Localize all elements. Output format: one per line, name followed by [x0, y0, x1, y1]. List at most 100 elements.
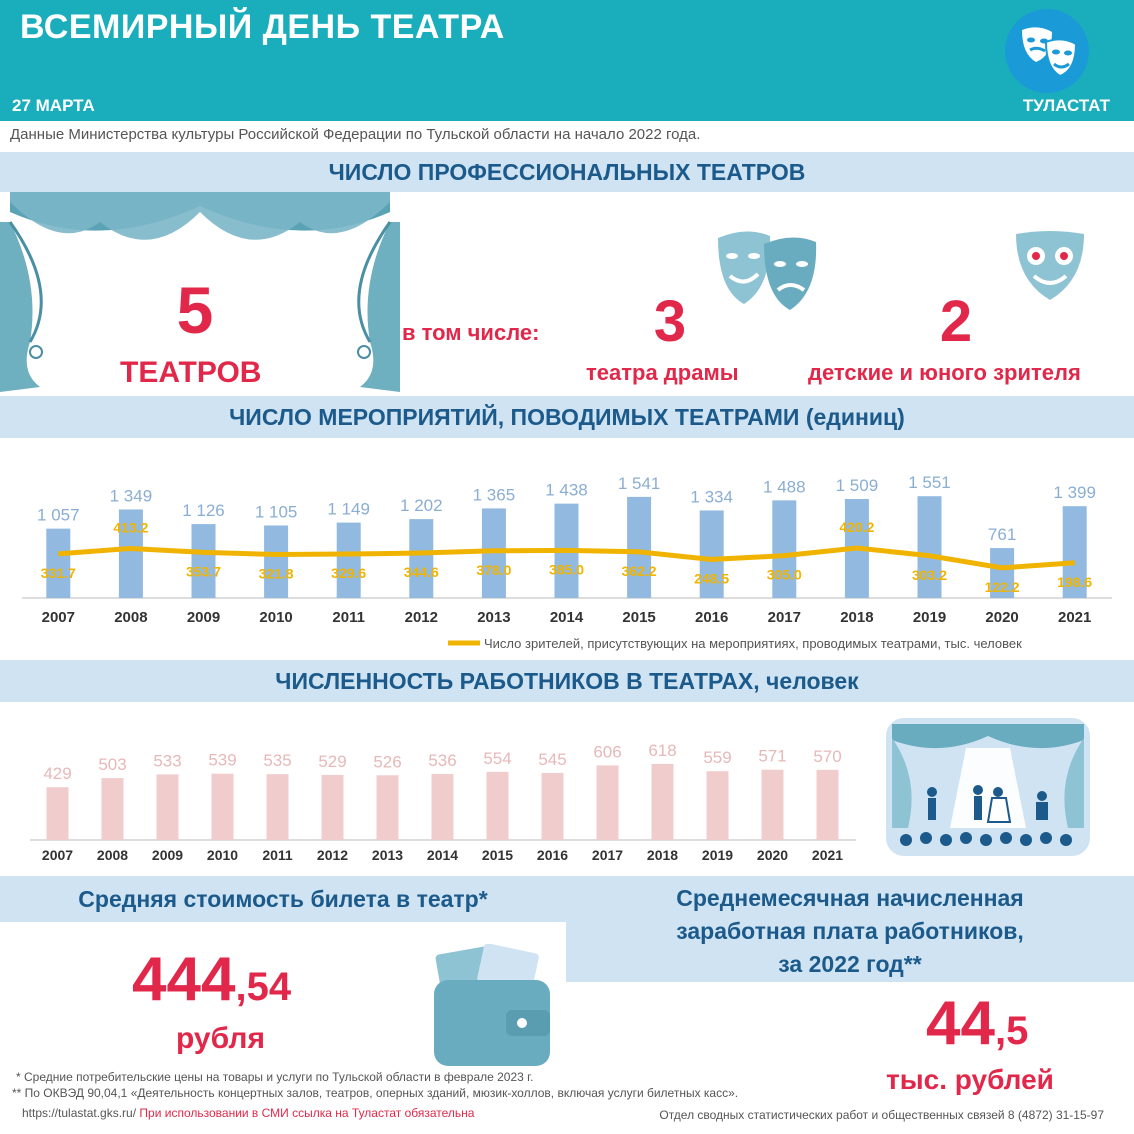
workers-chart: 429 2007 503 2008 533 2009 539 2010 535 2011 529 20…: [30, 741, 856, 863]
worker-bar: [541, 772, 564, 840]
year-tick-label: 2014: [427, 847, 458, 863]
year-tick-label: 2019: [702, 847, 733, 863]
salary-unit: тыс. рублей: [886, 1064, 1054, 1095]
year-tick-label: 2015: [622, 609, 655, 626]
worker-bar: [816, 769, 839, 840]
footnote-okved: ** По ОКВЭД 90,04,1 «Деятельность концер…: [12, 1086, 739, 1100]
event-value-label: 1 149: [327, 500, 370, 519]
worker-value-label: 536: [428, 751, 456, 770]
year-tick-label: 2007: [42, 847, 73, 863]
workers-heading: ЧИСЛЕННОСТЬ РАБОТНИКОВ В ТЕАТРАХ, челове…: [0, 660, 1134, 702]
event-value-label: 1 509: [836, 476, 879, 495]
audience-value-label: 248.5: [694, 570, 729, 586]
year-tick-label: 2009: [152, 847, 183, 863]
year-tick-label: 2021: [812, 847, 843, 863]
worker-bar: [596, 765, 619, 840]
event-value-label: 1 105: [255, 502, 298, 521]
audience-value-label: 329.6: [331, 565, 366, 581]
worker-value-label: 571: [758, 747, 786, 766]
worker-bar: [101, 778, 124, 840]
ticket-price-unit: рубля: [176, 1022, 265, 1055]
event-value-label: 1 334: [690, 487, 733, 506]
year-tick-label: 2021: [1058, 609, 1091, 626]
worker-bar: [321, 774, 344, 840]
event-value-label: 1 126: [182, 501, 225, 520]
audience-value-label: 413.2: [113, 519, 148, 535]
worker-value-label: 533: [153, 751, 181, 770]
year-tick-label: 2013: [477, 609, 510, 626]
audience-value-label: 122.2: [985, 579, 1020, 595]
event-bar: [191, 524, 216, 598]
drama-masks-icon: [718, 231, 817, 310]
year-tick-label: 2011: [262, 847, 293, 863]
worker-bar: [761, 769, 784, 840]
event-value-label: 1 057: [37, 506, 80, 525]
year-tick-label: 2016: [695, 609, 728, 626]
year-tick-label: 2010: [259, 609, 292, 626]
year-tick-label: 2014: [550, 609, 584, 626]
year-tick-label: 2020: [985, 609, 1018, 626]
site-link[interactable]: https://tulastat.gks.ru/: [22, 1106, 137, 1120]
worker-value-label: 503: [98, 755, 126, 774]
worker-bar: [156, 774, 179, 840]
worker-value-label: 539: [208, 751, 236, 770]
event-bar: [1062, 506, 1087, 598]
curtain-illustration-icon: [0, 192, 400, 392]
salary-int: 44: [926, 989, 995, 1058]
date-label: 27 МАРТА: [12, 96, 95, 115]
ticket-price-heading: Средняя стоимость билета в театр*: [0, 876, 566, 922]
header-bar: ВСЕМИРНЫЙ ДЕНЬ ТЕАТРА 27 МАРТА ТУЛАСТАТ: [0, 0, 1134, 121]
salary-dec: ,5: [994, 1009, 1029, 1053]
year-tick-label: 2008: [97, 847, 128, 863]
worker-bar: [46, 787, 69, 840]
year-tick-label: 2012: [405, 609, 438, 626]
event-value-label: 761: [988, 525, 1016, 544]
worker-value-label: 559: [703, 748, 731, 767]
salary-heading-line3: за 2022 год**: [778, 951, 922, 977]
year-tick-label: 2013: [372, 847, 403, 863]
year-tick-label: 2019: [913, 609, 946, 626]
ticket-price-dec: ,54: [235, 965, 292, 1009]
year-tick-label: 2011: [332, 609, 365, 626]
worker-bar: [266, 774, 289, 840]
worker-bar: [651, 763, 674, 840]
year-tick-label: 2020: [757, 847, 788, 863]
events-chart: 1 057 2007 1 349 2008 1 126 2009 1 105 2010 1 14…: [22, 473, 1112, 651]
source-note: Данные Министерства культуры Российской …: [10, 126, 701, 143]
audience-value-label: 303.2: [912, 567, 947, 583]
audience-value-label: 385.0: [549, 561, 584, 577]
year-tick-label: 2009: [187, 609, 220, 626]
year-tick-label: 2015: [482, 847, 513, 863]
theatres-heading: ЧИСЛО ПРОФЕССИОНАЛЬНЫХ ТЕАТРОВ: [0, 152, 1134, 192]
worker-value-label: 535: [263, 751, 291, 770]
event-value-label: 1 202: [400, 496, 443, 515]
worker-bar: [431, 774, 454, 840]
event-bar: [409, 519, 434, 598]
worker-value-label: 618: [648, 741, 676, 760]
worker-value-label: 545: [538, 750, 566, 769]
event-bar: [46, 528, 71, 598]
youth-theatres-label: детские и юного зрителя: [808, 360, 1081, 385]
kids-masks-icon: [1016, 231, 1084, 300]
year-tick-label: 2018: [647, 847, 678, 863]
event-bar: [699, 510, 724, 598]
department-contact: Отдел сводных статистических работ и общ…: [659, 1108, 1104, 1122]
year-tick-label: 2018: [840, 609, 873, 626]
events-heading: ЧИСЛО МЕРОПРИЯТИЙ, ПОВОДИМЫХ ТЕАТРАМИ (е…: [0, 396, 1134, 438]
event-value-label: 1 488: [763, 477, 806, 496]
media-notice: При использовании в СМИ ссылка на Туласт…: [139, 1106, 475, 1120]
worker-value-label: 529: [318, 752, 346, 771]
ticket-price-value: 444,54: [132, 944, 291, 1015]
event-bar: [118, 509, 143, 598]
audience-value-label: 305.0: [767, 567, 802, 583]
worker-bar: [376, 775, 399, 840]
event-bar: [336, 522, 361, 598]
including-label: в том числе:: [402, 320, 540, 345]
total-theatres-label: ТЕАТРОВ: [120, 356, 262, 389]
worker-value-label: 429: [43, 764, 71, 783]
stage-performance-icon: [886, 718, 1090, 856]
audience-value-label: 344.6: [404, 564, 439, 580]
footer-links: https://tulastat.gks.ru/ При использован…: [22, 1106, 474, 1120]
audience-value-label: 353.7: [186, 563, 221, 579]
wallet-icon: [434, 944, 550, 1066]
